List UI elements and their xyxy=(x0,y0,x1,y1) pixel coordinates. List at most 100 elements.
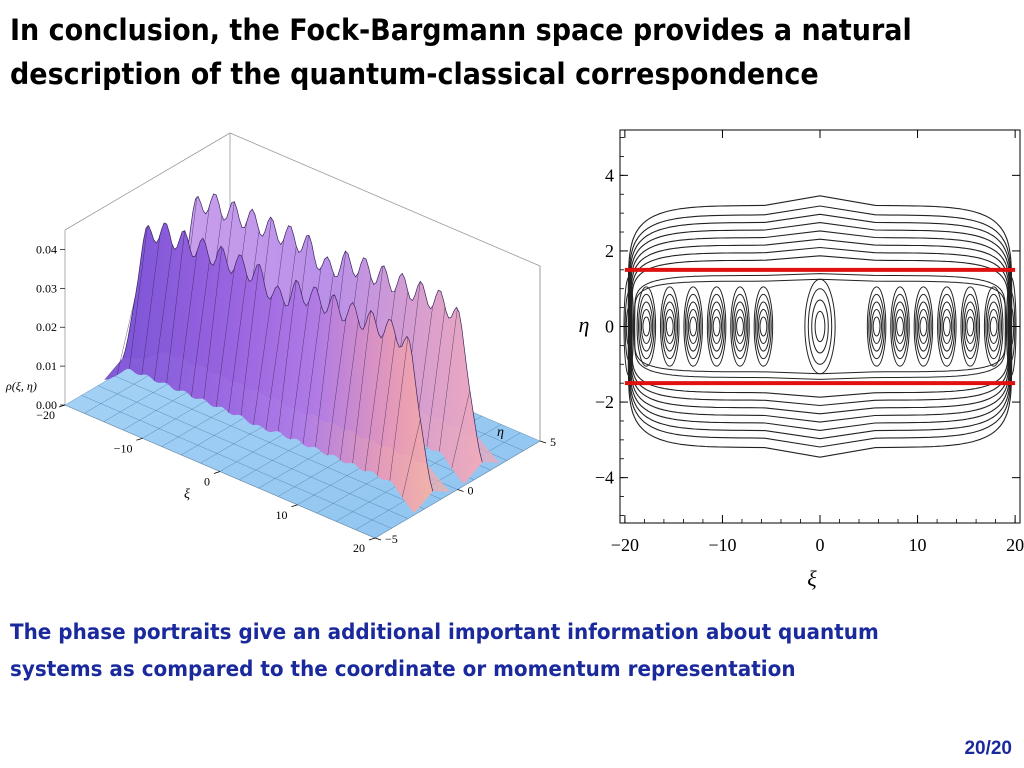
contour-cell xyxy=(711,308,722,345)
surface-y-axis-label: η xyxy=(497,425,504,440)
contour-cell xyxy=(684,293,702,360)
slide-subtitle: The phase portraits give an additional i… xyxy=(10,614,960,688)
contour-x-tick-label: −10 xyxy=(708,535,736,555)
slide-subtitle-line-2: systems as compared to the coordinate or… xyxy=(10,657,796,681)
contour-cell xyxy=(683,286,703,367)
slide-title-line-2: description of the quantum-classical cor… xyxy=(10,57,819,91)
separatrix-lines xyxy=(624,267,1016,386)
contour-cell xyxy=(986,301,1001,352)
contour-x-tick-label: 10 xyxy=(909,535,927,555)
contour-cell xyxy=(869,301,884,352)
contour-center-cell xyxy=(811,299,829,354)
contour-cell xyxy=(665,316,674,337)
contour-cell xyxy=(939,301,954,352)
contour-outer-orbit xyxy=(630,238,1010,415)
contour-cell xyxy=(896,316,904,337)
contour-cell xyxy=(706,286,727,367)
slide-title-line-1: In conclusion, the Fock-Bargmann space p… xyxy=(10,13,912,47)
contour-cell xyxy=(661,293,679,360)
contour-cell xyxy=(736,316,744,337)
contour-cell xyxy=(709,301,724,352)
surface-box-edge xyxy=(64,132,231,231)
surface-z-tick-label: 0.01 xyxy=(36,359,57,373)
surface-ridge-front xyxy=(104,222,451,513)
surface-x-axis-label: ξ xyxy=(184,487,190,502)
contour-cell xyxy=(983,286,1004,367)
contour-cell xyxy=(664,308,676,345)
surface-tick-labels: −20 −10 0 10 20 −5 0 5 0.04 0.03 0.02 0.01 0.00 xyxy=(36,242,556,555)
contour-cell xyxy=(712,316,721,337)
contour-cell xyxy=(638,293,655,360)
contour-cell xyxy=(689,316,698,337)
slide-title: In conclusion, the Fock-Bargmann space p… xyxy=(10,8,940,96)
contour-cell xyxy=(960,286,981,367)
contour-cell xyxy=(866,286,887,367)
contour-cell xyxy=(966,316,975,337)
surface-x-tick-label: 10 xyxy=(276,508,288,522)
contour-cell xyxy=(918,308,929,345)
contour-cell xyxy=(642,316,651,337)
contour-inner-orbit xyxy=(634,273,1006,380)
contour-cell xyxy=(894,308,906,345)
contour-y-tick-label: 0 xyxy=(605,317,614,337)
contour-cell xyxy=(687,308,699,345)
surface-x-tick-label: 0 xyxy=(204,475,210,489)
contour-cell xyxy=(636,286,657,367)
contour-cell xyxy=(941,308,953,345)
contour-y-tick-label: −2 xyxy=(595,392,614,412)
surface-body xyxy=(64,193,541,539)
contour-cell xyxy=(988,308,1000,345)
contour-cell xyxy=(662,301,677,352)
contour-x-tick-label: −20 xyxy=(611,535,639,555)
contour-cell xyxy=(640,308,652,345)
contour-outer-orbit xyxy=(627,195,1013,458)
contour-y-tick-label: −4 xyxy=(595,468,614,488)
surface-y-tick-label: 5 xyxy=(550,435,556,449)
contour-cell xyxy=(734,308,746,345)
contour-cell xyxy=(913,286,934,367)
surface-z-tick-label: 0.03 xyxy=(36,281,57,295)
contour-cell xyxy=(872,316,881,337)
contour-outer-orbit xyxy=(628,205,1012,448)
contour-center-cell xyxy=(804,278,836,375)
surface-z-tick-label: 0.04 xyxy=(36,242,57,256)
surface-z-tick-label: 0.00 xyxy=(36,398,57,412)
contour-y-tick-label: 2 xyxy=(605,241,614,261)
contour-plot-frame xyxy=(619,129,1021,524)
contour-cell xyxy=(733,301,747,352)
contour-cell xyxy=(708,293,725,360)
contour-cell xyxy=(753,286,774,367)
contour-x-tick-label: 0 xyxy=(816,535,825,555)
surface-x-tick-label: −10 xyxy=(114,441,133,455)
slide-subtitle-line-1: The phase portraits give an additional i… xyxy=(10,620,879,644)
contour-cell xyxy=(937,286,957,367)
contour-cell xyxy=(868,293,885,360)
contour-cell xyxy=(989,316,998,337)
surface-y-tick-label: 0 xyxy=(468,484,474,498)
contour-lines xyxy=(623,195,1017,458)
contour-cell xyxy=(731,293,749,360)
contour-cell xyxy=(891,293,909,360)
contour-y-axis-label: η xyxy=(579,312,590,337)
contour-cell xyxy=(964,308,976,345)
surface-z-axis-label: ρ(ξ, η) xyxy=(5,379,37,393)
contour-frame xyxy=(619,129,1021,524)
contour-y-tick-label: 4 xyxy=(605,165,614,185)
contour-center-cell xyxy=(807,288,833,365)
contour-cell xyxy=(639,301,654,352)
surface-z-tick-label: 0.02 xyxy=(36,320,57,334)
contour-x-tick-label: 20 xyxy=(1006,535,1024,555)
page-number: 20/20 xyxy=(964,738,1012,759)
contour-cell xyxy=(893,301,907,352)
surface-y-tick-label: −5 xyxy=(385,532,398,546)
contour-cell xyxy=(938,293,956,360)
contour-cell xyxy=(985,293,1002,360)
contour-cell xyxy=(756,301,771,352)
contour-cell xyxy=(730,286,750,367)
contour-cell xyxy=(890,286,910,367)
surface-x-tick-label: −20 xyxy=(36,408,55,422)
contour-center-cell xyxy=(814,310,826,343)
contour-cell xyxy=(871,308,882,345)
